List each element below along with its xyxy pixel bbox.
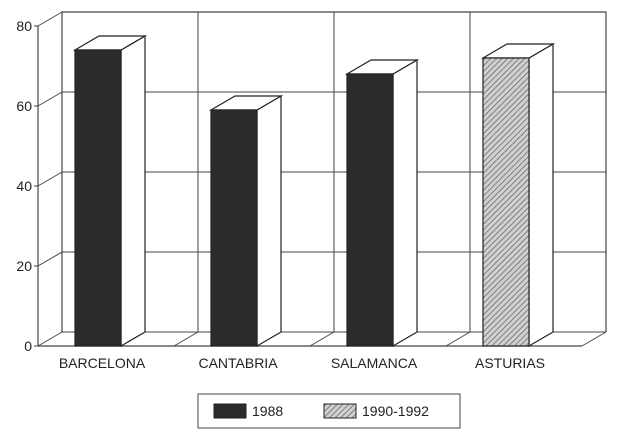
legend-label: 1990-1992 — [362, 403, 429, 419]
floor-divider — [445, 331, 471, 347]
legend-swatch — [323, 403, 357, 419]
y-tick-label: 0 — [24, 338, 32, 354]
bar-side-face — [120, 34, 146, 348]
bar-salamanca — [344, 58, 420, 348]
x-tick-label: ASTURIAS — [475, 355, 545, 371]
x-tick-label: BARCELONA — [59, 355, 146, 371]
y-tick-label: 20 — [16, 258, 32, 274]
bar-front-face — [482, 57, 530, 347]
bar-front-face — [74, 49, 122, 347]
x-axis-labels: BARCELONA CANTABRIA SALAMANCA ASTURIAS — [59, 355, 545, 371]
bar-side-face — [256, 94, 282, 348]
gridline-side — [37, 251, 63, 267]
bar-side-face — [528, 42, 554, 348]
gridline-side — [37, 11, 63, 27]
bar-front-face — [346, 73, 394, 347]
y-axis: 0 20 40 60 80 — [16, 18, 582, 354]
x-tick-label: SALAMANCA — [331, 355, 418, 371]
bar-front-face — [210, 109, 258, 347]
bar-barcelona — [72, 34, 148, 348]
gridline-side — [37, 331, 63, 347]
legend-swatch — [213, 403, 247, 419]
bar-side-face — [392, 58, 418, 348]
y-tick-label: 40 — [16, 178, 32, 194]
floor-divider — [173, 331, 199, 347]
gridline-side — [37, 171, 63, 187]
floor-divider — [309, 331, 335, 347]
bar-cantabria — [208, 94, 284, 348]
grid — [37, 11, 607, 347]
gridline-side — [37, 91, 63, 107]
legend: 1988 1990-1992 — [197, 393, 461, 429]
y-tick-label: 60 — [16, 98, 32, 114]
bars — [72, 34, 556, 348]
legend-label: 1988 — [252, 403, 283, 419]
bar-asturias — [480, 42, 556, 348]
floor-divider — [581, 331, 607, 347]
y-tick-label: 80 — [16, 18, 32, 34]
x-tick-label: CANTABRIA — [198, 355, 278, 371]
